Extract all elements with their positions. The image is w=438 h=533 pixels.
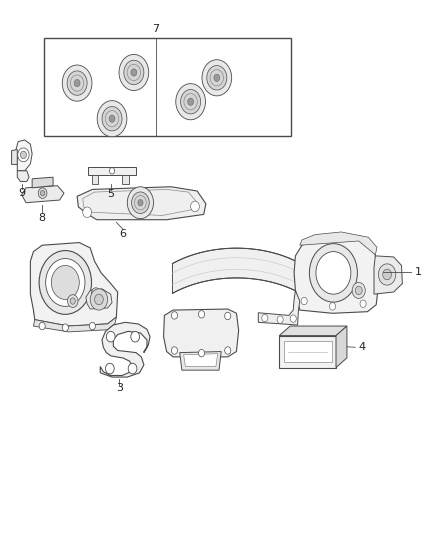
Circle shape [62,324,68,332]
Circle shape [89,322,95,330]
Bar [284,341,332,362]
Polygon shape [184,354,218,367]
Polygon shape [77,187,206,220]
Circle shape [138,199,143,206]
Polygon shape [21,185,64,203]
Circle shape [92,288,100,298]
Circle shape [106,332,115,342]
Circle shape [20,151,26,159]
Polygon shape [258,290,300,325]
Polygon shape [294,236,378,313]
Text: 8: 8 [39,213,46,223]
Circle shape [128,364,137,374]
Bar [92,174,98,183]
Circle shape [102,107,122,131]
Text: 4: 4 [359,342,366,352]
Circle shape [301,297,307,305]
Circle shape [90,289,108,310]
Circle shape [262,314,268,322]
Circle shape [171,347,177,354]
Circle shape [378,264,396,285]
Polygon shape [163,309,239,357]
Bar [279,336,336,368]
Circle shape [198,311,205,318]
Circle shape [171,312,177,319]
Polygon shape [33,317,117,332]
Polygon shape [279,326,347,336]
Circle shape [191,201,199,212]
Polygon shape [336,326,347,368]
Circle shape [39,251,92,314]
Circle shape [360,300,366,308]
Polygon shape [173,248,300,293]
Circle shape [67,71,87,95]
Circle shape [352,282,365,298]
Polygon shape [30,243,118,326]
Circle shape [355,286,362,295]
Circle shape [38,188,47,198]
Circle shape [40,190,45,196]
Circle shape [46,259,85,306]
Circle shape [119,54,149,91]
Circle shape [62,65,92,101]
Circle shape [225,347,231,354]
Polygon shape [32,177,53,188]
Circle shape [131,332,140,342]
Circle shape [277,316,283,324]
Circle shape [383,269,392,280]
Polygon shape [17,171,29,181]
Text: 5: 5 [107,189,114,199]
Polygon shape [86,289,112,309]
Text: 7: 7 [152,24,159,34]
Circle shape [131,69,137,76]
Polygon shape [12,150,17,165]
Circle shape [202,60,232,96]
Text: 9: 9 [18,188,25,198]
Polygon shape [16,140,32,171]
Circle shape [309,244,357,302]
Circle shape [70,298,75,304]
Circle shape [124,60,144,85]
Circle shape [95,294,103,305]
Circle shape [198,350,205,357]
Polygon shape [100,322,150,377]
Circle shape [127,187,153,219]
Bar [122,174,129,183]
Circle shape [187,98,194,106]
Bar [44,38,291,136]
Polygon shape [180,352,221,370]
Circle shape [74,79,80,87]
Polygon shape [300,232,377,255]
Circle shape [106,364,114,374]
Circle shape [51,265,79,300]
Text: 3: 3 [116,383,123,393]
Circle shape [214,74,220,82]
Circle shape [97,101,127,137]
Circle shape [18,148,29,162]
Circle shape [176,84,205,120]
Circle shape [180,90,201,114]
Bar [88,166,136,175]
Text: 6: 6 [120,229,127,239]
Circle shape [290,315,296,322]
Circle shape [131,192,149,214]
Circle shape [67,295,78,308]
Text: 1: 1 [415,267,422,277]
Circle shape [225,312,231,320]
Circle shape [39,322,45,330]
Circle shape [83,207,92,217]
Circle shape [207,66,227,90]
Circle shape [110,167,115,174]
Circle shape [109,115,115,123]
Circle shape [329,303,336,310]
Circle shape [316,252,351,294]
Polygon shape [374,256,403,294]
